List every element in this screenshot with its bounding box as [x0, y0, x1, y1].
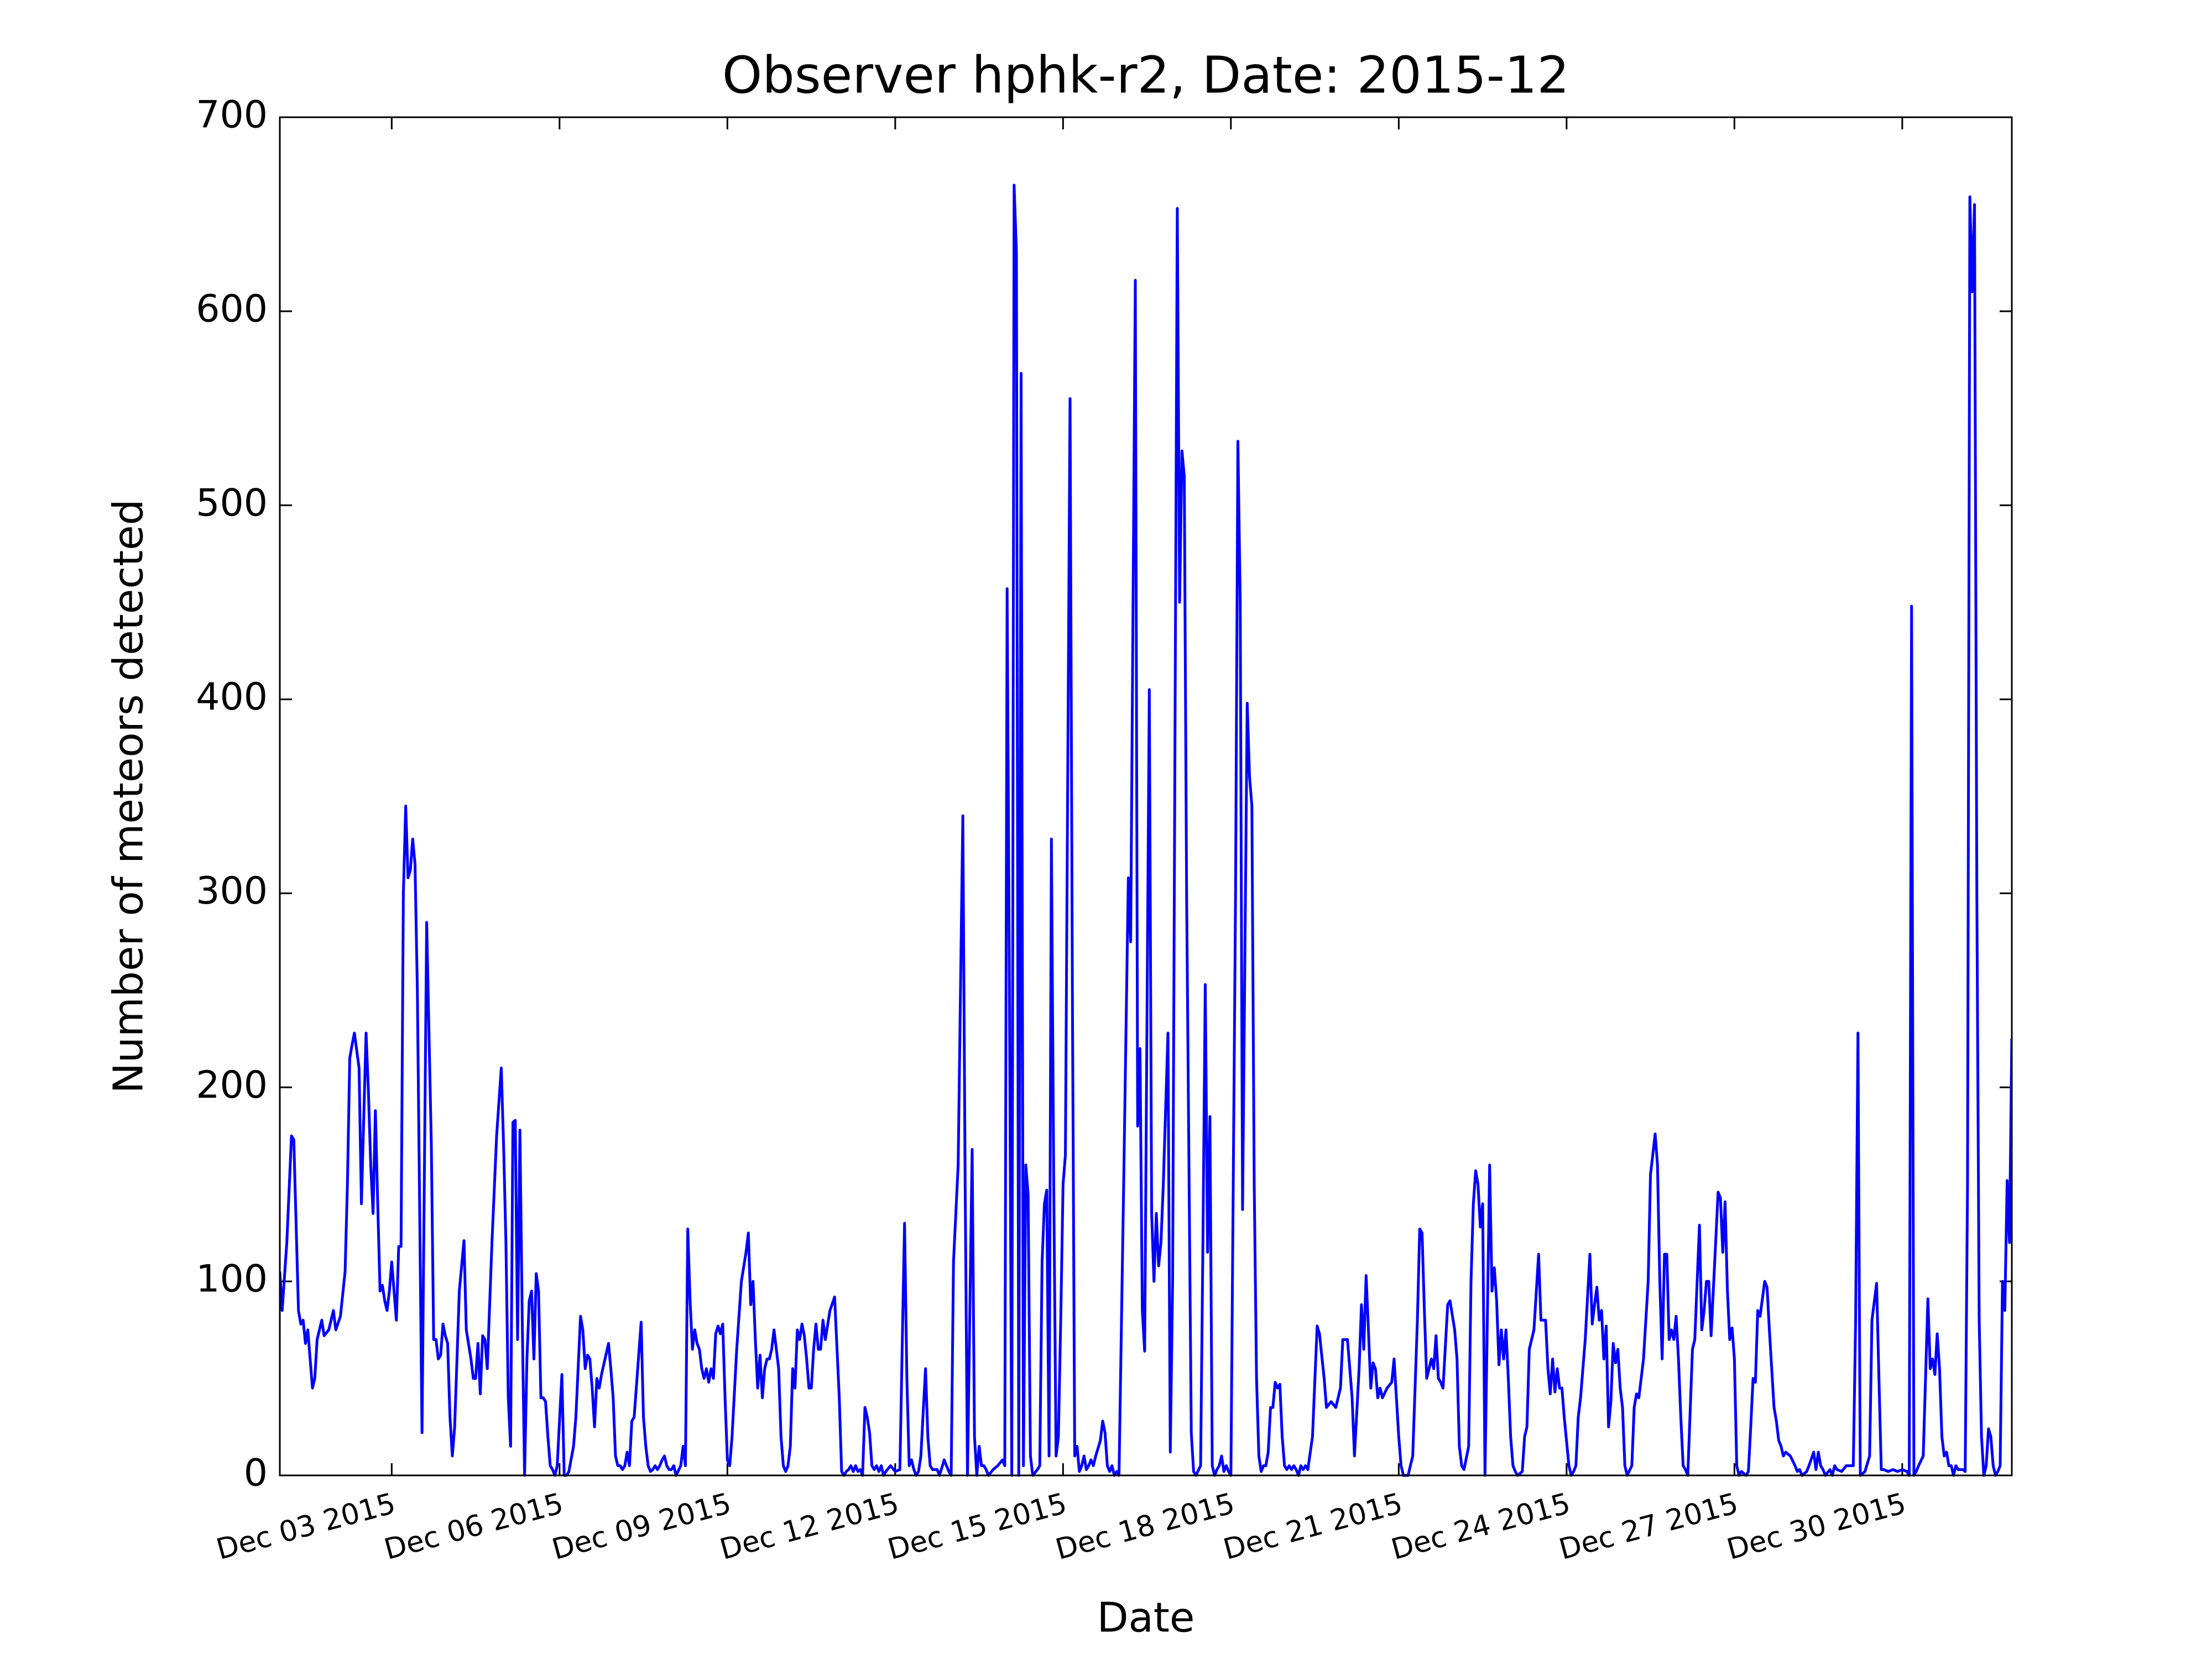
y-tick-label: 100 [196, 1258, 268, 1301]
y-tick-label: 0 [244, 1452, 268, 1495]
plot-area [280, 184, 2012, 1477]
x-axis-label: Date [1097, 1594, 1195, 1642]
y-tick-label: 700 [196, 93, 268, 137]
y-tick-label: 500 [196, 481, 268, 525]
data-line [280, 184, 2012, 1477]
y-tick-label: 200 [196, 1063, 268, 1107]
y-tick-label: 300 [196, 869, 268, 913]
y-axis-label: Number of meteors detected [105, 499, 153, 1094]
chart-title: Observer hphk-r2, Date: 2015-12 [722, 45, 1569, 105]
plot-frame [279, 116, 2013, 1477]
y-tick-label: 600 [196, 287, 268, 331]
y-tick-label: 400 [196, 675, 268, 719]
